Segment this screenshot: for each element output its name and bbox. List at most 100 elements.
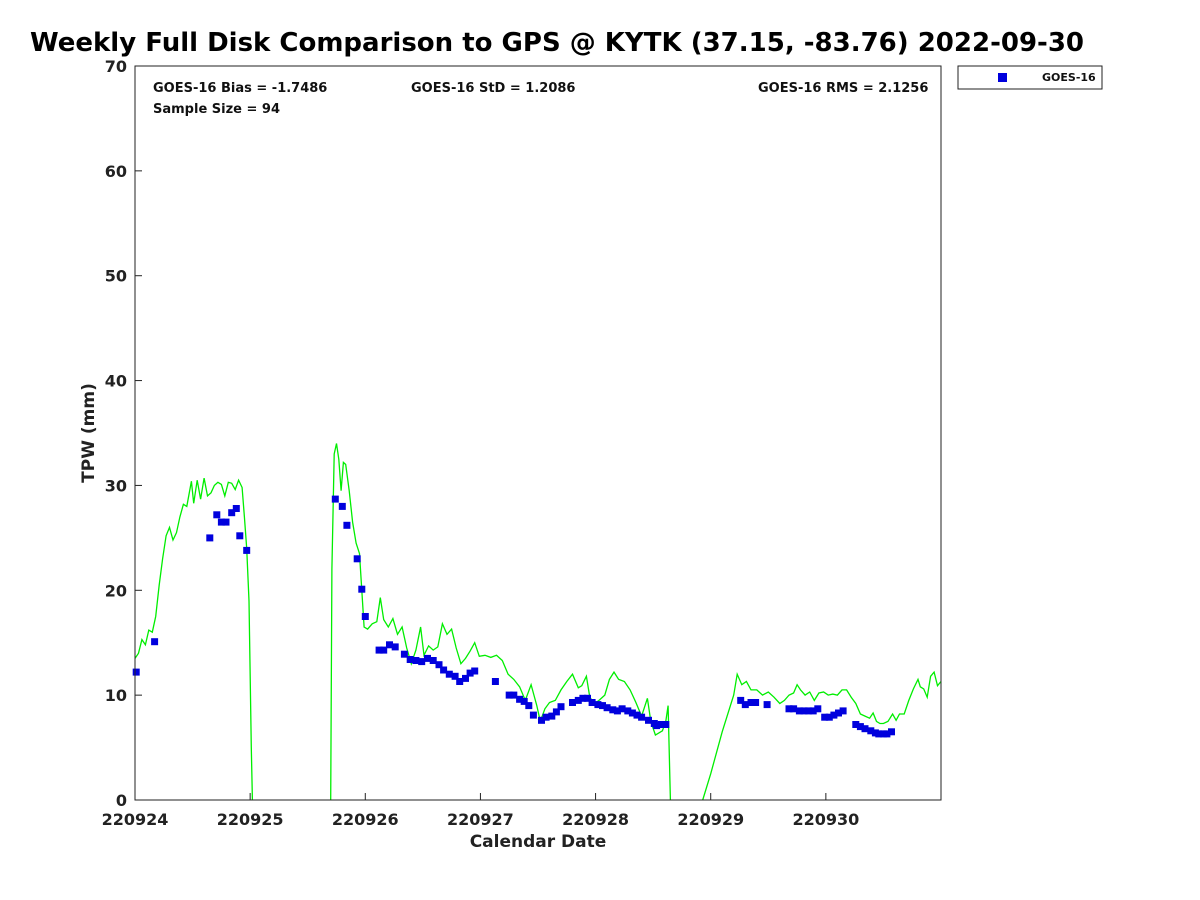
goes-point <box>236 532 244 540</box>
goes-point <box>451 672 459 680</box>
goes-point <box>588 699 596 706</box>
stat-sample-size: Sample Size = 94 <box>153 102 280 117</box>
goes-point <box>516 695 524 703</box>
goes-point <box>795 707 803 715</box>
goes-point <box>662 721 670 728</box>
goes-point <box>456 678 464 685</box>
goes-point <box>386 641 393 649</box>
goes-point <box>331 495 339 503</box>
goes-point <box>217 518 225 526</box>
y-tick-label: 50 <box>105 267 127 286</box>
goes-point <box>657 721 665 728</box>
goes-point <box>206 534 214 542</box>
goes-point <box>491 678 499 685</box>
goes-point <box>462 674 469 682</box>
goes-point <box>361 613 369 620</box>
goes-point <box>613 707 621 715</box>
goes-point <box>638 713 646 721</box>
goes-point <box>814 705 822 713</box>
goes-point <box>391 643 399 651</box>
goes-point <box>883 730 891 738</box>
goes-point <box>418 658 426 666</box>
goes-point <box>232 505 240 512</box>
goes-point <box>800 707 808 715</box>
goes-point <box>552 708 560 716</box>
gps-line-segment <box>330 443 672 801</box>
goes-point <box>821 713 829 721</box>
y-tick-label: 0 <box>116 791 127 810</box>
y-tick-label: 70 <box>105 57 127 76</box>
goes-point <box>747 699 755 706</box>
goes-point <box>132 668 140 676</box>
stat-bias: GOES-16 Bias = -1.7486 <box>153 81 327 96</box>
goes-point <box>435 661 443 669</box>
goes-point <box>805 707 813 715</box>
x-tick-label: 220927 <box>447 810 514 829</box>
goes-point <box>569 699 576 706</box>
goes-series <box>132 495 895 738</box>
goes-point <box>825 713 833 721</box>
gps-line-segment <box>134 477 254 801</box>
goes-point <box>574 696 582 704</box>
goes-point <box>584 694 591 702</box>
goes-point <box>353 555 361 563</box>
goes-point <box>222 518 230 526</box>
x-tick-label: 220928 <box>562 810 629 829</box>
goes-point <box>628 709 636 717</box>
stat-std: GOES-16 StD = 1.2086 <box>411 81 575 96</box>
goes-point <box>594 701 602 709</box>
legend-box <box>957 65 1103 90</box>
goes-point <box>557 703 565 711</box>
goes-point <box>609 706 617 714</box>
legend: GOES-16 <box>957 65 1103 90</box>
goes-point <box>400 650 408 658</box>
gps-series <box>134 443 942 801</box>
x-axis-title: Calendar Date <box>470 832 607 852</box>
goes-point <box>752 699 760 706</box>
y-tick-label: 60 <box>105 162 127 181</box>
x-tick-label: 220924 <box>102 810 169 829</box>
goes-point <box>809 707 817 715</box>
goes-point <box>785 705 793 713</box>
goes-point <box>737 696 745 704</box>
goes-point <box>440 666 448 674</box>
x-tick-label: 220930 <box>792 810 859 829</box>
goes-point <box>624 707 632 715</box>
gps-line-segment <box>702 670 942 801</box>
goes-point <box>445 670 453 678</box>
goes-point <box>790 705 798 713</box>
goes-point <box>510 691 518 699</box>
goes-point <box>633 711 641 719</box>
goes-point <box>856 723 864 731</box>
y-tick-label: 40 <box>105 372 127 391</box>
goes-point <box>380 646 388 654</box>
goes-point <box>839 707 847 715</box>
stat-rms: GOES-16 RMS = 2.1256 <box>758 81 928 96</box>
goes-point <box>645 716 652 724</box>
goes-point <box>375 646 383 654</box>
goes-point <box>741 701 749 709</box>
goes-point <box>343 521 351 529</box>
goes-point <box>213 511 221 519</box>
goes-point <box>471 667 479 675</box>
goes-point <box>867 727 875 735</box>
goes-point <box>835 709 842 717</box>
plot-frame <box>134 65 942 801</box>
y-tick-label: 20 <box>105 581 127 600</box>
goes-point <box>338 502 346 510</box>
goes-point <box>603 704 611 712</box>
goes-point <box>505 691 513 699</box>
goes-point <box>429 657 437 664</box>
goes-point <box>653 722 661 730</box>
goes-point <box>763 701 771 709</box>
goes-point <box>888 728 895 736</box>
goes-point <box>579 694 587 702</box>
goes-point <box>412 657 420 664</box>
goes-point <box>358 585 366 593</box>
goes-point <box>520 697 528 705</box>
goes-point <box>529 711 537 719</box>
goes-point <box>151 638 159 646</box>
goes-point <box>406 656 414 663</box>
legend-marker-goes <box>998 73 1007 82</box>
